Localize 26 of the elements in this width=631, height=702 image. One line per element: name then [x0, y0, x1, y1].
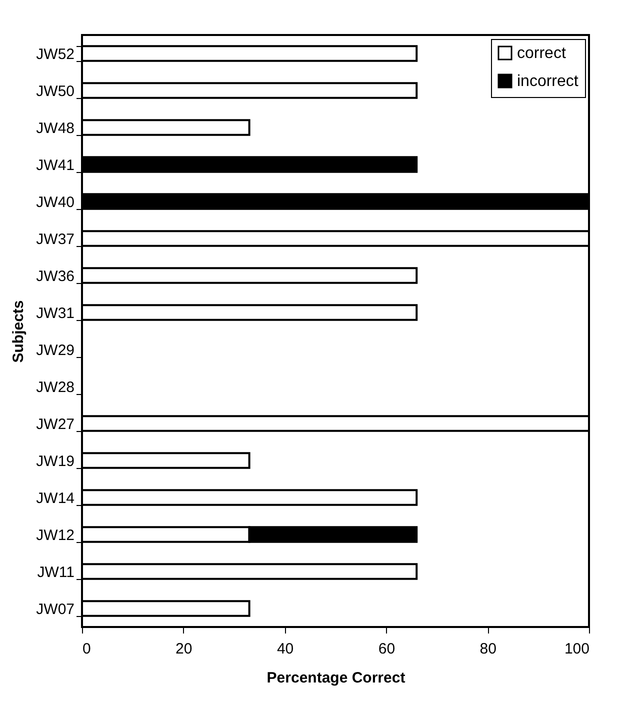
y-axis-title: Subjects	[10, 300, 28, 363]
y-tick-label: JW40	[36, 194, 74, 211]
x-tick-label: 80	[480, 640, 496, 658]
y-tick-label: JW37	[36, 231, 74, 248]
x-tick-label: 40	[276, 640, 294, 658]
y-tick-label: JW31	[36, 305, 74, 322]
y-tick-label: JW41	[36, 157, 74, 174]
y-tick-label: JW11	[37, 564, 74, 581]
y-tick-label: JW07	[36, 601, 74, 618]
y-tick-label: JW50	[36, 83, 74, 100]
x-axis-title: Percentage Correct	[266, 670, 406, 686]
x-tick-label: 0	[82, 640, 91, 658]
y-tick-label: JW48	[36, 120, 74, 137]
y-tick-label: JW28	[36, 379, 74, 396]
x-tick-label: 100	[564, 640, 590, 658]
x-tick-label: 20	[176, 640, 192, 658]
y-tick-label: JW29	[36, 342, 74, 359]
y-tick-label: JW36	[36, 268, 74, 285]
y-tick-label: JW14	[36, 490, 74, 507]
legend-label: incorrect	[517, 73, 579, 90]
legend-label: correct	[517, 45, 566, 62]
y-tick-label: JW27	[36, 416, 74, 433]
y-tick-label: JW19	[36, 453, 74, 470]
y-tick-label: JW12	[36, 527, 74, 544]
x-tick-label: 60	[378, 640, 396, 658]
y-tick-label: JW52	[36, 46, 74, 63]
